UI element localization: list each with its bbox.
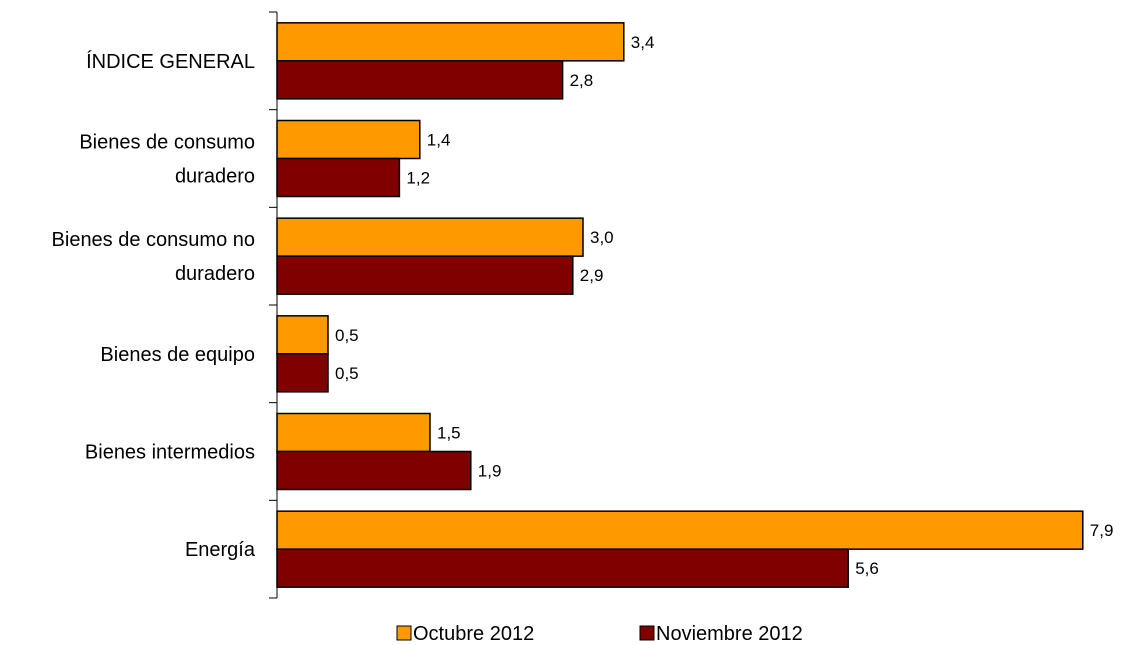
category-label: Bienes intermedios: [85, 442, 255, 464]
bar-octubre: [276, 315, 329, 355]
value-label: 1,9: [478, 462, 502, 481]
legend-swatch-octubre: [396, 625, 412, 641]
category-label-line: Energía: [185, 539, 256, 561]
bar-octubre: [276, 119, 421, 160]
value-label: 0,5: [335, 326, 359, 345]
bars-layer: [276, 22, 1084, 588]
category-label: ÍNDICE GENERAL: [86, 50, 255, 73]
category-label-line: ÍNDICE GENERAL: [86, 50, 255, 73]
legend: Octubre 2012 Noviembre 2012: [396, 623, 803, 645]
bar-noviembre: [276, 450, 472, 491]
value-label: 0,5: [335, 364, 359, 383]
bar-octubre: [276, 412, 431, 453]
bar-noviembre: [276, 548, 849, 588]
bar-noviembre: [276, 157, 401, 198]
labels-layer: ÍNDICE GENERAL 3,4 2,8 Bienes de consumo dur…: [52, 33, 1114, 578]
category-label: Bienes de consumo duradero: [79, 132, 255, 188]
value-label: 7,9: [1090, 521, 1114, 540]
category-label-line: Bienes de equipo: [100, 344, 255, 366]
category-label: Bienes de consumo no duradero: [52, 229, 255, 285]
bar-octubre: [276, 22, 625, 62]
category-label: Energía: [185, 539, 256, 561]
bar-noviembre: [276, 353, 329, 393]
value-label: 2,9: [580, 266, 604, 285]
category-label-line: Bienes de consumo no: [52, 229, 255, 251]
category-label-line: duradero: [175, 166, 255, 188]
category-label: Bienes de equipo: [100, 344, 255, 366]
category-label-line: Bienes intermedios: [85, 442, 255, 464]
legend-label-octubre: Octubre 2012: [413, 623, 534, 645]
legend-label-noviembre: Noviembre 2012: [656, 623, 803, 645]
bar-noviembre: [276, 255, 574, 295]
value-label: 1,2: [406, 169, 430, 188]
bar-octubre: [276, 217, 584, 257]
value-label: 5,6: [855, 559, 879, 578]
value-label: 3,0: [590, 228, 614, 247]
bar-noviembre: [276, 60, 564, 100]
legend-swatch-noviembre: [639, 625, 655, 641]
value-label: 1,4: [427, 131, 451, 150]
axis-layer: [269, 11, 278, 599]
value-label: 1,5: [437, 424, 461, 443]
bar-octubre: [276, 510, 1084, 550]
category-label-line: Bienes de consumo: [79, 132, 255, 154]
category-label-line: duradero: [175, 263, 255, 285]
value-label: 3,4: [631, 33, 655, 52]
value-label: 2,8: [570, 71, 594, 90]
